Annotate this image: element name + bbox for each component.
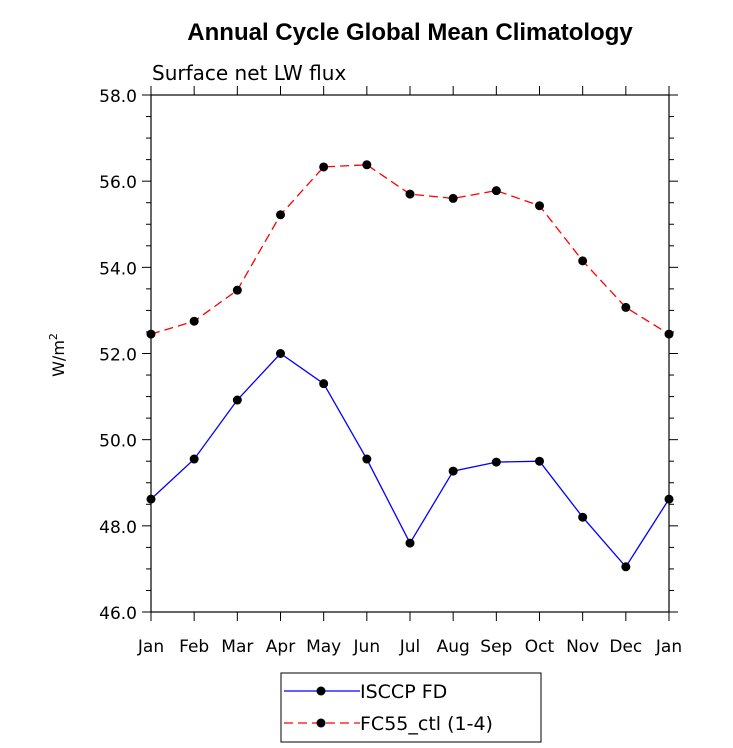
y-tick-label: 52.0 bbox=[99, 346, 137, 366]
x-tick-label: Apr bbox=[266, 637, 295, 657]
x-tick-label: Mar bbox=[221, 637, 253, 657]
data-point bbox=[276, 210, 285, 220]
y-tick-label: 50.0 bbox=[99, 432, 137, 452]
x-tick-label: Aug bbox=[437, 637, 470, 657]
data-point bbox=[232, 285, 242, 295]
data-point bbox=[535, 201, 544, 211]
x-tick-label: Nov bbox=[566, 637, 599, 657]
x-tick-label: Feb bbox=[179, 637, 209, 657]
y-tick-label: 48.0 bbox=[99, 518, 137, 538]
x-tick-label: Jan bbox=[137, 637, 164, 657]
x-tick-label: Jul bbox=[399, 637, 421, 657]
x-tick-label: Jun bbox=[353, 637, 381, 657]
x-tick-label: Dec bbox=[609, 637, 642, 657]
y-axis-label: W/m2 bbox=[47, 333, 68, 377]
legend-marker bbox=[316, 686, 326, 696]
data-point bbox=[621, 302, 631, 312]
data-point bbox=[319, 162, 329, 172]
chart-subtitle: Surface net LW flux bbox=[152, 61, 346, 85]
y-tick-label: 54.0 bbox=[99, 259, 137, 279]
data-point bbox=[319, 379, 329, 389]
plot-area bbox=[150, 94, 670, 613]
plot-frame bbox=[150, 94, 670, 613]
legend-label: ISCCP FD bbox=[360, 681, 447, 703]
legend-box bbox=[280, 672, 542, 743]
axis-ticks: 46.0 48.0 50.0 52.0 54.0 56.0 58.0 Jan Feb Mar Apr… bbox=[99, 86, 682, 657]
y-tick-label: 56.0 bbox=[99, 173, 137, 193]
data-point bbox=[664, 494, 674, 504]
data-point bbox=[578, 256, 588, 266]
y-tick-label: 46.0 bbox=[99, 604, 137, 624]
x-tick-label: Oct bbox=[525, 637, 555, 657]
legend: ISCCP FD FC55_ctl (1-4) bbox=[280, 672, 542, 743]
data-point bbox=[664, 329, 674, 339]
data-point bbox=[405, 189, 415, 199]
series-line bbox=[150, 352, 670, 568]
chart-title: Annual Cycle Global Mean Climatology bbox=[187, 19, 633, 46]
y-tick-label: 58.0 bbox=[99, 87, 137, 107]
data-point bbox=[189, 454, 199, 464]
x-tick-label: Jan bbox=[655, 637, 682, 657]
data-point bbox=[276, 349, 285, 358]
x-tick-label: May bbox=[306, 637, 341, 657]
data-point bbox=[146, 329, 156, 339]
data-point bbox=[146, 494, 156, 504]
data-point bbox=[405, 538, 415, 548]
legend-label: FC55_ctl (1-4) bbox=[360, 713, 493, 735]
series-group bbox=[146, 160, 674, 572]
data-point bbox=[232, 395, 242, 405]
legend-marker bbox=[316, 718, 326, 728]
data-point bbox=[621, 562, 631, 572]
data-point bbox=[362, 160, 372, 170]
data-point bbox=[448, 193, 458, 203]
data-point bbox=[189, 316, 199, 326]
data-point bbox=[448, 466, 458, 476]
data-point bbox=[362, 454, 372, 464]
x-tick-label: Sep bbox=[480, 637, 512, 657]
data-point bbox=[491, 457, 501, 467]
data-point bbox=[491, 186, 501, 196]
data-point bbox=[535, 456, 544, 466]
data-point bbox=[578, 512, 588, 522]
